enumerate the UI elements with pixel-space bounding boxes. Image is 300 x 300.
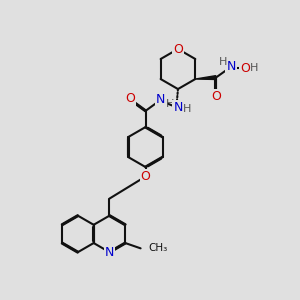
- Text: N: N: [105, 246, 114, 259]
- Text: O: O: [173, 43, 183, 56]
- Text: N: N: [173, 101, 183, 114]
- Text: H: H: [249, 63, 258, 73]
- Text: H: H: [183, 104, 191, 114]
- Text: N: N: [226, 60, 236, 73]
- Polygon shape: [195, 76, 216, 80]
- Text: O: O: [141, 170, 151, 183]
- Text: N: N: [156, 93, 166, 106]
- Text: CH₃: CH₃: [149, 243, 168, 253]
- Text: H: H: [219, 57, 227, 67]
- Text: H: H: [166, 99, 174, 110]
- Text: O: O: [240, 61, 250, 75]
- Text: O: O: [125, 92, 135, 105]
- Text: O: O: [211, 91, 221, 103]
